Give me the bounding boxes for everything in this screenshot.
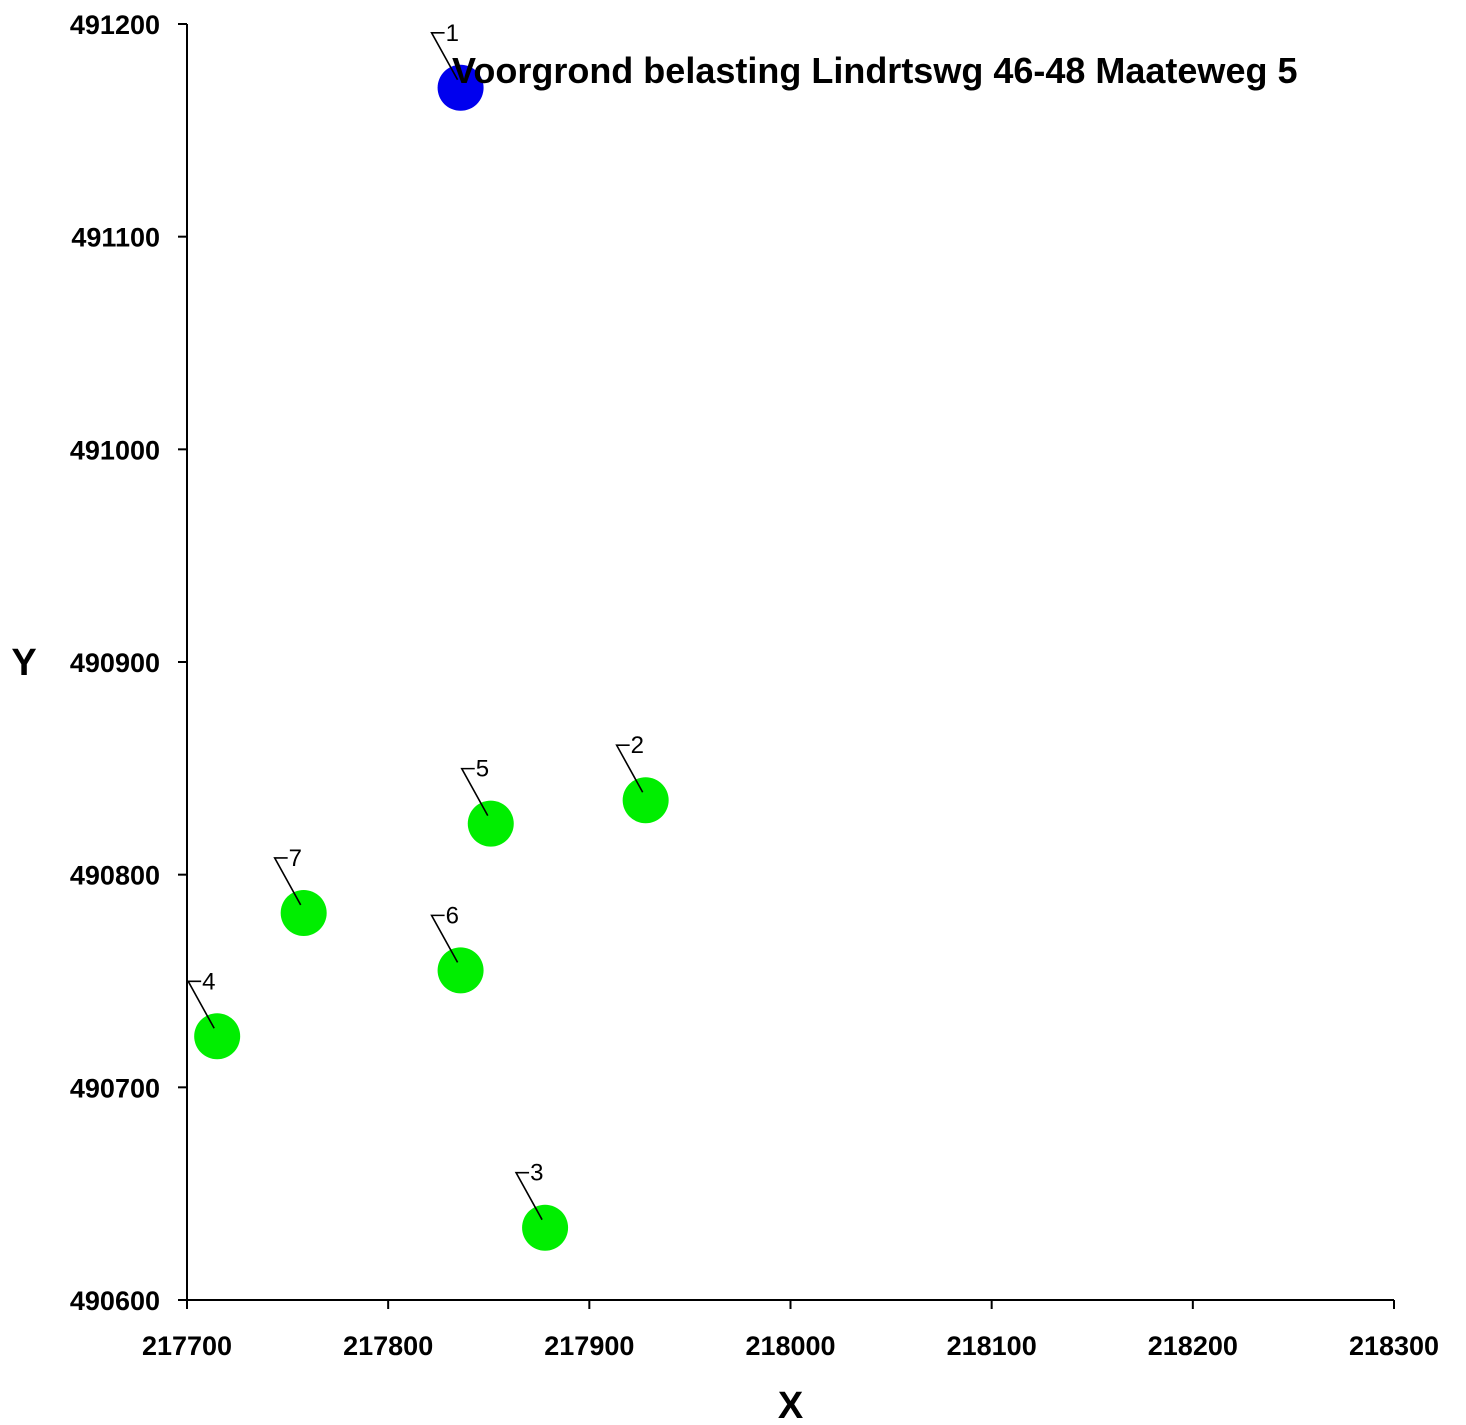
x-tick-label: 217900: [544, 1331, 634, 1361]
y-tick-label: 491100: [71, 223, 160, 253]
point-label-1: 1: [446, 20, 459, 47]
y-tick-label: 490600: [70, 1286, 160, 1316]
leader-line-7: [273, 857, 302, 906]
leader-line-3: [514, 1171, 543, 1221]
y-axis-title: Y: [11, 642, 36, 684]
x-tick-label: 217700: [142, 1331, 232, 1361]
leader-line-4: [186, 980, 215, 1029]
x-tick-label: 217800: [343, 1331, 433, 1361]
data-point-2: [622, 777, 669, 824]
leader-line-1: [430, 31, 459, 81]
x-tick-label: 218100: [947, 1331, 1037, 1361]
y-tick-label: 491000: [70, 435, 160, 465]
y-tick-label: 490900: [70, 648, 160, 678]
point-label-5: 5: [476, 756, 489, 783]
point-label-3: 3: [530, 1160, 543, 1187]
y-tick-label: 491200: [70, 10, 160, 40]
point-label-6: 6: [446, 902, 459, 929]
point-label-7: 7: [289, 845, 302, 872]
data-point-5: [467, 800, 514, 847]
x-tick-label: 218300: [1349, 1331, 1439, 1361]
data-point-4: [194, 1013, 241, 1060]
leader-line-6: [430, 914, 459, 963]
leader-line-2: [615, 744, 644, 793]
data-point-7: [280, 889, 327, 936]
data-point-6: [437, 947, 484, 994]
data-point-3: [522, 1204, 569, 1251]
x-axis-title: X: [778, 1385, 804, 1425]
x-tick-label: 218200: [1148, 1331, 1238, 1361]
data-point-1: [437, 64, 484, 111]
axes-layer: [186, 24, 1394, 1301]
leader-line-5: [460, 767, 489, 817]
point-label-2: 2: [631, 732, 644, 759]
y-tick-label: 490700: [70, 1073, 160, 1103]
ticks-layer: 217700 217800 217900 218000 218100 218200 2183…: [70, 10, 1439, 1361]
chart-title: Voorgrond belasting Lindrtswg 46-48 Maat…: [452, 50, 1297, 91]
point-label-4: 4: [202, 968, 215, 995]
y-tick-label: 490800: [70, 861, 160, 891]
x-tick-label: 218000: [745, 1331, 835, 1361]
points-layer: 1 2 3 4 5 6 7: [186, 20, 669, 1251]
